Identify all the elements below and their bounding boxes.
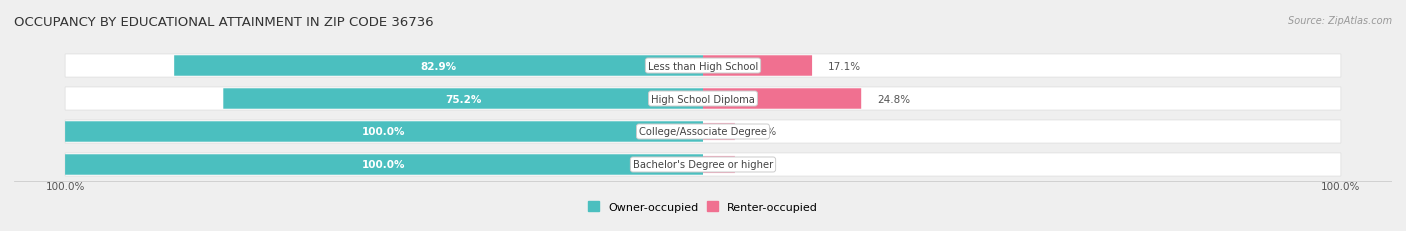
Text: 24.8%: 24.8% — [877, 94, 910, 104]
Text: OCCUPANCY BY EDUCATIONAL ATTAINMENT IN ZIP CODE 36736: OCCUPANCY BY EDUCATIONAL ATTAINMENT IN Z… — [14, 16, 433, 29]
FancyBboxPatch shape — [65, 55, 1341, 78]
Legend: Owner-occupied, Renter-occupied: Owner-occupied, Renter-occupied — [583, 197, 823, 216]
FancyBboxPatch shape — [703, 156, 735, 173]
FancyBboxPatch shape — [65, 155, 703, 175]
Text: Source: ZipAtlas.com: Source: ZipAtlas.com — [1288, 16, 1392, 26]
Text: College/Associate Degree: College/Associate Degree — [638, 127, 768, 137]
Text: 17.1%: 17.1% — [828, 61, 860, 71]
FancyBboxPatch shape — [703, 89, 862, 109]
Text: 0.0%: 0.0% — [751, 160, 778, 170]
FancyBboxPatch shape — [65, 153, 1341, 176]
FancyBboxPatch shape — [703, 56, 813, 76]
FancyBboxPatch shape — [65, 122, 703, 142]
Text: 100.0%: 100.0% — [363, 127, 406, 137]
Text: 82.9%: 82.9% — [420, 61, 457, 71]
FancyBboxPatch shape — [703, 123, 735, 140]
FancyBboxPatch shape — [65, 120, 1341, 143]
Text: 75.2%: 75.2% — [444, 94, 481, 104]
Text: 100.0%: 100.0% — [45, 181, 84, 191]
Text: 100.0%: 100.0% — [363, 160, 406, 170]
Text: Less than High School: Less than High School — [648, 61, 758, 71]
FancyBboxPatch shape — [224, 89, 703, 109]
FancyBboxPatch shape — [65, 88, 1341, 111]
Text: Bachelor's Degree or higher: Bachelor's Degree or higher — [633, 160, 773, 170]
Text: 0.0%: 0.0% — [751, 127, 778, 137]
FancyBboxPatch shape — [174, 56, 703, 76]
Text: 100.0%: 100.0% — [1322, 181, 1361, 191]
Text: High School Diploma: High School Diploma — [651, 94, 755, 104]
